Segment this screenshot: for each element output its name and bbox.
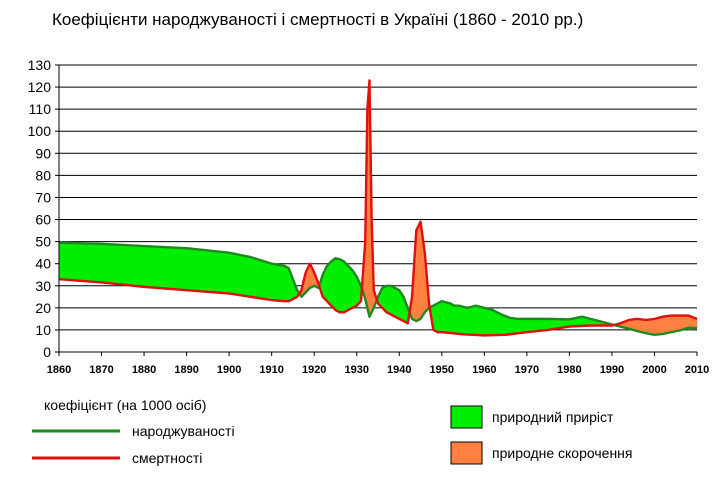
x-tick-label: 1890: [174, 364, 198, 376]
natural-increase-area: [462, 306, 468, 335]
x-tick-label: 1880: [132, 364, 156, 376]
y-tick-label: 130: [28, 57, 52, 73]
y-tick-label: 80: [35, 167, 51, 183]
natural-increase-area: [458, 305, 464, 335]
x-tick-label: 1910: [259, 364, 283, 376]
x-tick-labels: 1860 1870 1880 1890 1900 1910 1920 1930 1940 1950…: [47, 364, 709, 376]
x-tick-label: 1900: [217, 364, 241, 376]
axes: [55, 64, 698, 356]
x-tick-label: 2000: [642, 364, 666, 376]
x-tick-label: 1870: [89, 364, 113, 376]
y-tick-label: 50: [35, 234, 51, 250]
legend: коефіцієнт (на 1000 осіб) народжуваності…: [32, 397, 633, 466]
natural-increase-area: [228, 252, 251, 298]
x-tick-label: 1980: [557, 364, 581, 376]
x-tick-label: 1960: [472, 364, 496, 376]
x-tick-label: 1920: [302, 364, 326, 376]
natural-increase-area: [479, 306, 485, 336]
y-tick-label: 20: [35, 300, 51, 316]
natural-increase-area: [386, 285, 392, 315]
y-tick-label: 90: [35, 145, 51, 161]
natural-increase-area: [454, 305, 460, 335]
natural-increase-area: [518, 318, 528, 334]
natural-increase-area: [501, 314, 506, 336]
x-tick-label: 1940: [387, 364, 411, 376]
y-tick-label: 60: [35, 212, 51, 228]
natural-increase-area: [445, 301, 451, 334]
x-tick-label: 2010: [685, 364, 709, 376]
natural-increase-area: [339, 258, 345, 313]
y-tick-label: 10: [35, 322, 51, 338]
natural-increase-area: [471, 305, 477, 336]
x-tick-label: 1950: [430, 364, 454, 376]
natural-increase-area: [394, 287, 400, 320]
natural-increase-area: [484, 307, 494, 336]
y-tick-label: 40: [35, 256, 51, 272]
y-tick-label: 30: [35, 278, 51, 294]
birth-rate-line: [58, 241, 698, 336]
y-tick-label: 110: [29, 101, 52, 117]
natural-increase-area: [437, 300, 443, 333]
y-tick-label: 100: [28, 123, 52, 139]
legend-label-death: смертності: [132, 450, 202, 466]
natural-increase-area: [326, 260, 332, 307]
natural-increase-area: [284, 265, 289, 302]
x-tick-label: 1860: [47, 364, 71, 376]
natural-increase-area: [143, 245, 187, 291]
legend-label-birth: народжуваності: [132, 423, 235, 439]
legend-label-increase: природний приріст: [492, 409, 614, 425]
natural-increase-area: [390, 285, 396, 318]
natural-increase-area: [450, 302, 455, 334]
legend-title: коефіцієнт (на 1000 осіб): [44, 397, 206, 413]
legend-swatch-increase: [450, 405, 483, 429]
natural-increase-area: [330, 257, 336, 311]
legend-swatch-decrease: [450, 441, 483, 465]
natural-increase-area: [475, 305, 481, 336]
y-tick-label: 70: [35, 189, 51, 205]
natural-increase-area: [505, 315, 511, 336]
series-lines: [58, 79, 698, 337]
natural-increase-area: [186, 247, 230, 294]
natural-increase-area: [347, 265, 353, 311]
natural-decrease-area: [662, 315, 672, 335]
x-tick-label: 1970: [515, 364, 539, 376]
y-tick-label: 0: [43, 344, 51, 360]
y-tick-labels: 0 10 20 30 40 50 60 70 80 90 100 110 120 130: [28, 57, 52, 360]
natural-increase-area: [509, 317, 519, 335]
x-tick-label: 1990: [600, 364, 624, 376]
y-tick-label: 120: [28, 79, 52, 95]
natural-increase-area: [58, 242, 102, 283]
death-rate-line: [58, 79, 698, 337]
natural-increase-area: [441, 300, 447, 333]
legend-label-decrease: природне скорочення: [492, 445, 633, 461]
natural-increase-area: [467, 306, 472, 336]
chart-title: Коефіцієнти народжуваності і смертності …: [52, 10, 584, 29]
natural-increase-area: [335, 257, 341, 313]
grid-lines: [59, 64, 697, 331]
x-tick-label: 1930: [344, 364, 368, 376]
natural-increase-area: [271, 263, 285, 302]
natural-increase-area: [343, 260, 349, 313]
natural-increase-area: [101, 243, 145, 288]
